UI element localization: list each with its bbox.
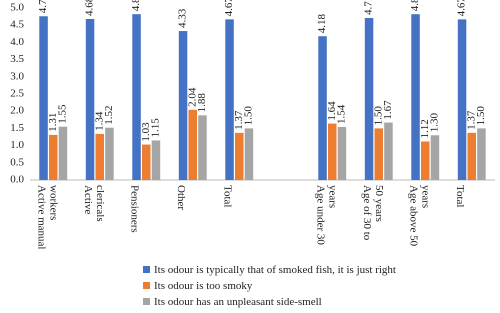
value-label: 4.67 [223,0,235,16]
value-label: 1.12 [419,119,431,138]
bar [105,127,114,180]
value-label: 1.37 [465,110,477,130]
y-tick-label: 0.0 [10,174,24,186]
y-tick-label: 2.0 [10,105,24,117]
y-tick-label: 3.5 [10,53,24,65]
bar [58,126,68,180]
bar [151,140,161,180]
x-tick-label: Age of 30 to 50 years [360,185,385,241]
value-label: 1.50 [372,106,384,126]
legend-swatch [143,298,150,305]
x-tick-label: Pensioners [128,185,141,233]
bar [467,132,476,180]
value-label: 1.03 [140,122,152,142]
bar [457,19,467,180]
value-label: 1.31 [47,113,59,132]
legend-label: Its odour has an unpleasant side-smell [154,296,322,308]
bar [477,128,486,180]
bar [364,17,374,181]
value-label: 1.64 [326,101,338,121]
x-tick-label: Active manual workers [35,185,60,250]
bar [430,135,440,180]
x-tick-label: Total [453,185,466,208]
legend-label: Its odour is too smoky [154,280,253,292]
value-label: 4.76 [37,0,49,13]
bar [85,19,95,181]
value-label: 4.71 [363,0,375,15]
value-label: 4.82 [409,0,421,11]
value-label: 1.88 [196,93,208,113]
bar [49,134,58,180]
value-label: 1.34 [93,111,105,131]
value-label: 1.54 [335,104,347,124]
bar [198,115,207,180]
y-tick-label: 2.5 [10,88,24,100]
x-tick-label: Active clericals [81,185,106,222]
value-label: 1.55 [56,104,68,124]
bar [384,122,393,180]
value-label: 1.37 [233,110,245,130]
bar [178,31,188,180]
x-tick-label: Total [221,185,234,208]
bar [188,109,197,180]
value-label: 1.15 [149,118,161,138]
bar [39,16,48,181]
value-label: 4.67 [456,0,468,16]
legend-item: Its odour is too smoky [143,280,252,292]
value-label: 4.68 [84,0,96,16]
legend-item: Its odour has an unpleasant side-smell [143,296,322,308]
bar [411,14,420,180]
legend-item: Its odour is typically that of smoked fi… [143,264,396,276]
y-tick-label: 0.5 [10,156,24,168]
bar [235,132,244,180]
bar [95,133,104,180]
legend-label: Its odour is typically that of smoked fi… [154,264,396,276]
x-tick-label: Other [174,185,187,211]
x-tick-label: Age under 30 years [314,185,339,245]
legend-swatch [143,282,150,289]
bar [225,19,234,180]
value-label: 1.30 [428,113,440,133]
value-label: 1.50 [242,106,254,126]
y-tick-label: 1.0 [10,139,24,151]
y-tick-label: 3.0 [10,70,24,82]
value-label: 4.33 [177,8,189,28]
y-tick-label: 4.5 [10,19,24,31]
y-tick-label: 1.5 [10,122,24,134]
value-label: 2.04 [186,87,198,107]
value-label: 4.82 [130,0,142,11]
x-tick-label: Age above 50 years [407,185,432,247]
legend-swatch [143,266,150,273]
bar [244,128,254,180]
bar [374,128,383,180]
bar [318,36,327,180]
y-tick-label: 4.0 [10,36,24,48]
bar [337,127,347,180]
bar [328,123,337,180]
bar [421,141,430,180]
value-label: 4.18 [316,13,328,33]
bar [132,14,141,180]
bar [142,144,151,180]
value-label: 1.52 [103,105,115,124]
value-label: 1.67 [382,100,394,120]
value-label: 1.50 [475,106,487,126]
y-tick-label: 5.0 [10,2,24,14]
